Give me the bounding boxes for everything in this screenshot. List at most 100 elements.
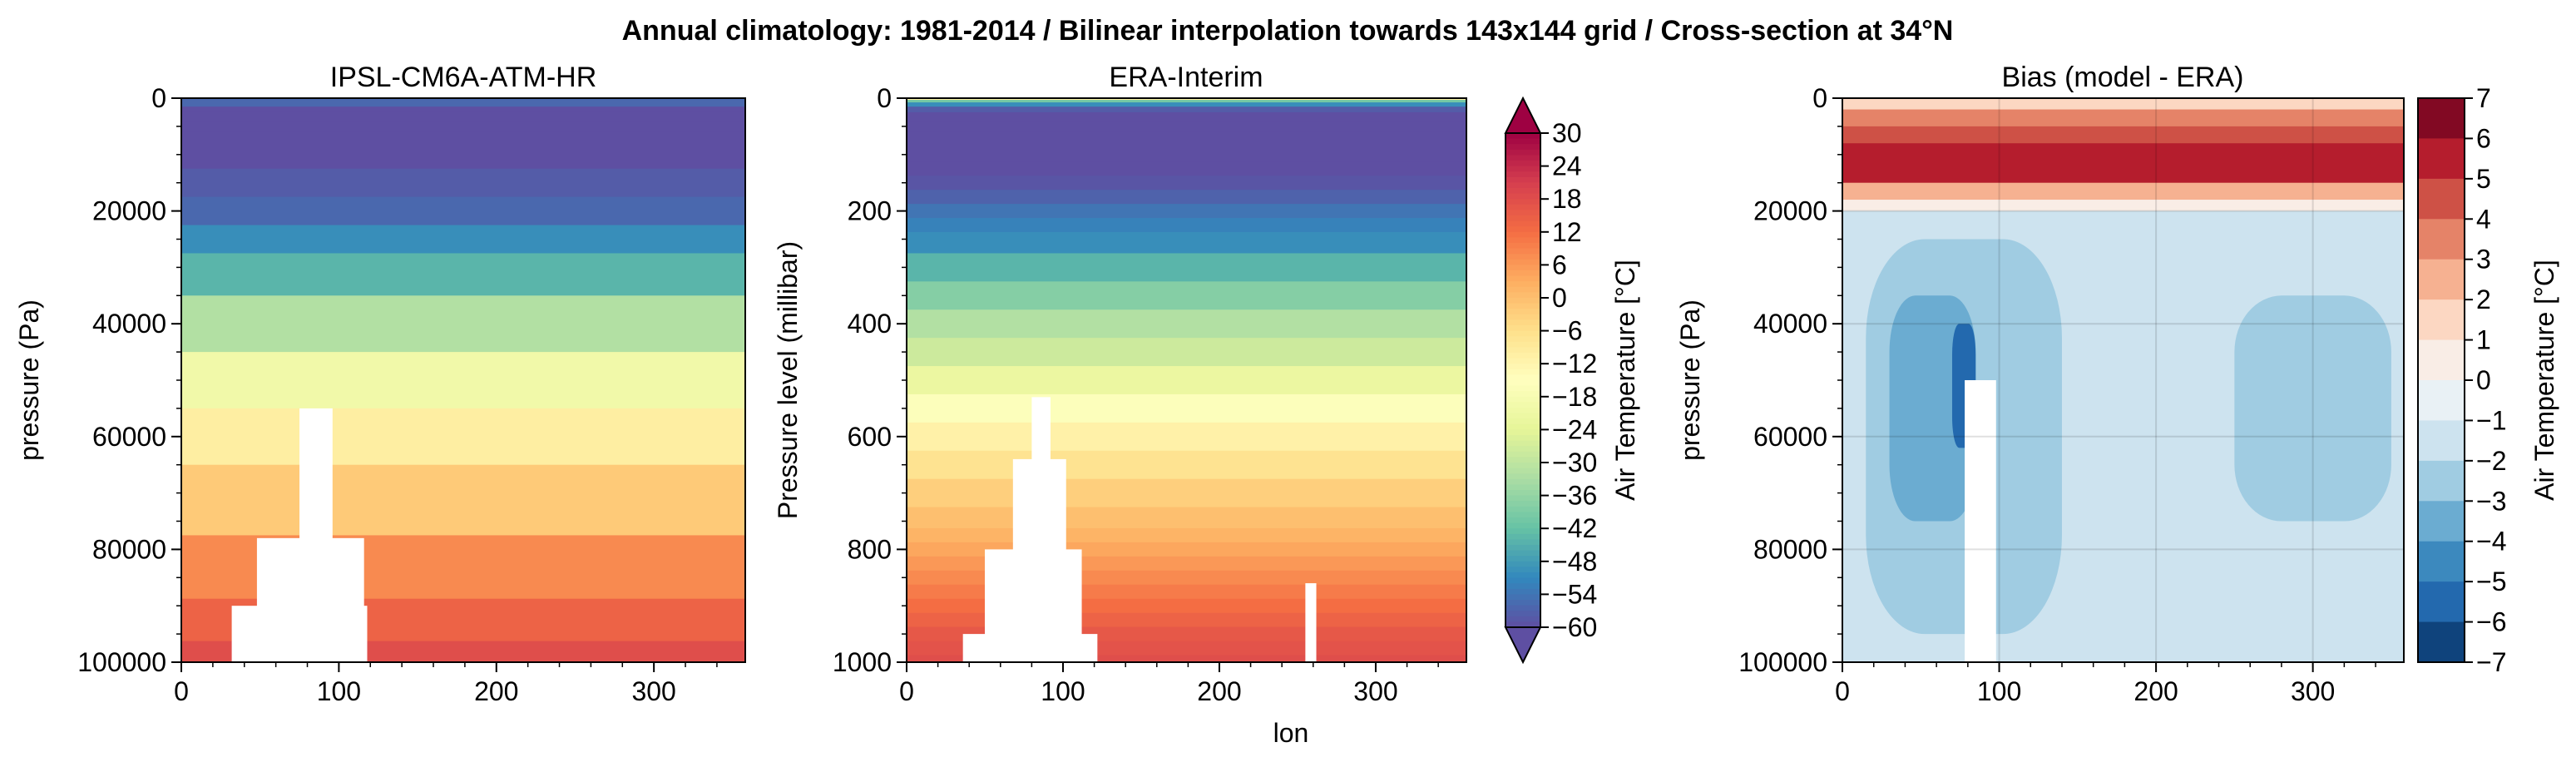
y-tick-label: 800 — [848, 534, 892, 564]
colorbar-segment — [1506, 528, 1540, 535]
colorbar-segment — [1506, 478, 1540, 486]
colorbar-segment — [1506, 533, 1540, 541]
colorbar-segment — [2418, 460, 2465, 502]
colorbar-segment — [1506, 567, 1540, 573]
colorbar-segment — [2418, 501, 2465, 542]
colorbar-segment — [1506, 166, 1540, 172]
bias-band — [1842, 98, 2404, 111]
colorbar-tick-label: −1 — [2476, 405, 2506, 435]
colorbar-segment — [1506, 358, 1540, 364]
x-tick-label: 100 — [1977, 676, 2021, 706]
colorbar-segment — [1506, 149, 1540, 156]
colorbar-segment — [1506, 588, 1540, 596]
colorbar-segment — [1506, 336, 1540, 343]
temperature-band — [181, 352, 745, 409]
colorbar-segment — [1506, 204, 1540, 211]
panel-model: IPSL-CM6A-ATM-HR 0 100 200 300 0 20000 40000 60… — [14, 62, 746, 706]
panel-model-ylabel: pressure (Pa) — [14, 299, 44, 461]
colorbar-tick-label: −6 — [2476, 607, 2506, 637]
x-tick-label: 300 — [1353, 676, 1397, 706]
colorbar-segment — [2418, 299, 2465, 341]
colorbar-segment — [1506, 408, 1540, 414]
temperature-band — [907, 102, 1466, 107]
y-tick-label: 0 — [877, 83, 892, 113]
colorbar-segment — [1506, 193, 1540, 200]
panel-era-plot-area — [907, 98, 1466, 662]
y-tick-label: 80000 — [1753, 534, 1827, 564]
colorbar-segment — [1506, 275, 1540, 282]
temperature-band — [907, 393, 1466, 423]
colorbar-segment — [1506, 522, 1540, 529]
temperature-band — [181, 408, 745, 466]
y-tick-label: 1000 — [833, 647, 892, 677]
colorbar-segment — [1506, 457, 1540, 463]
x-tick-label: 0 — [899, 676, 914, 706]
colorbar-segment — [1506, 347, 1540, 354]
colorbar-tick-label: 5 — [2476, 164, 2491, 194]
bias-band — [1842, 182, 2404, 200]
colorbar-segment — [1506, 248, 1540, 255]
colorbar-tick-label: −60 — [1552, 612, 1597, 642]
colorbar-segment — [2418, 219, 2465, 260]
colorbar-segment — [1506, 210, 1540, 216]
colorbar-segment — [1506, 468, 1540, 474]
colorbar-segment — [1506, 391, 1540, 398]
x-tick-label: 100 — [317, 676, 361, 706]
colorbar-segment — [1506, 418, 1540, 425]
missing-data-mask — [962, 634, 1098, 662]
colorbar-segment — [2418, 621, 2465, 663]
bias-band — [1842, 143, 2404, 184]
colorbar-segment — [1506, 402, 1540, 408]
x-tick-label: 0 — [174, 676, 189, 706]
colorbar-segment — [1506, 314, 1540, 321]
colorbar-segment — [1506, 577, 1540, 584]
temperature-band — [907, 338, 1466, 367]
colorbar-segment — [1506, 161, 1540, 167]
colorbar-tick-label: −54 — [1552, 579, 1597, 609]
y-tick-label: 60000 — [92, 422, 166, 452]
colorbar-tick-label: −4 — [2476, 527, 2506, 557]
colorbar-segment — [1506, 605, 1540, 611]
bias-band — [1842, 126, 2404, 144]
y-tick-label: 0 — [151, 83, 166, 113]
temperature-band — [181, 111, 745, 121]
panel-bias: Bias (model - ERA) 0 100 200 300 0 20000 40000… — [1675, 62, 2405, 706]
temperature-band — [907, 161, 1466, 176]
colorbar-segment — [1506, 556, 1540, 562]
temperature-band — [907, 131, 1466, 147]
colorbar-segment — [1506, 611, 1540, 617]
temperature-band — [181, 121, 745, 133]
colorbar-tick-label: −6 — [1552, 316, 1582, 346]
y-tick-label: 100000 — [77, 647, 166, 677]
colorbar-segment — [1506, 215, 1540, 222]
colorbar-segment — [1506, 473, 1540, 480]
colorbar-segment — [1506, 171, 1540, 178]
colorbar-segment — [1506, 188, 1540, 195]
colorbar-segment — [1506, 220, 1540, 227]
y-tick-label: 200 — [848, 196, 892, 226]
temperature-band — [907, 478, 1466, 508]
colorbar-segment — [1506, 303, 1540, 309]
colorbar-tick-label: 0 — [1552, 283, 1567, 313]
temperature-band — [907, 100, 1466, 103]
colorbar-bias-label: Air Temperature [°C] — [2529, 260, 2559, 501]
colorbar-segment — [2418, 541, 2465, 582]
panel-bias-title: Bias (model - ERA) — [2002, 62, 2244, 93]
bias-band — [1842, 200, 2404, 212]
colorbar-tick-label: −2 — [2476, 446, 2506, 476]
temperature-band — [907, 146, 1466, 162]
y-tick-label: 400 — [848, 309, 892, 339]
colorbar-segment — [1506, 501, 1540, 507]
x-tick-label: 200 — [1197, 676, 1241, 706]
colorbar-segment — [1506, 583, 1540, 590]
colorbar-tick-label: −42 — [1552, 513, 1597, 543]
colorbar-segment — [1506, 512, 1540, 518]
colorbar-segment — [1506, 237, 1540, 244]
temperature-band — [907, 98, 1466, 101]
colorbar-tick-label: 12 — [1552, 217, 1582, 247]
colorbar-segment — [1506, 243, 1540, 250]
colorbar-segment — [1506, 259, 1540, 266]
colorbar-segment — [1506, 226, 1540, 233]
colorbar-tick-label: 18 — [1552, 184, 1582, 214]
temperature-band — [907, 111, 1466, 121]
